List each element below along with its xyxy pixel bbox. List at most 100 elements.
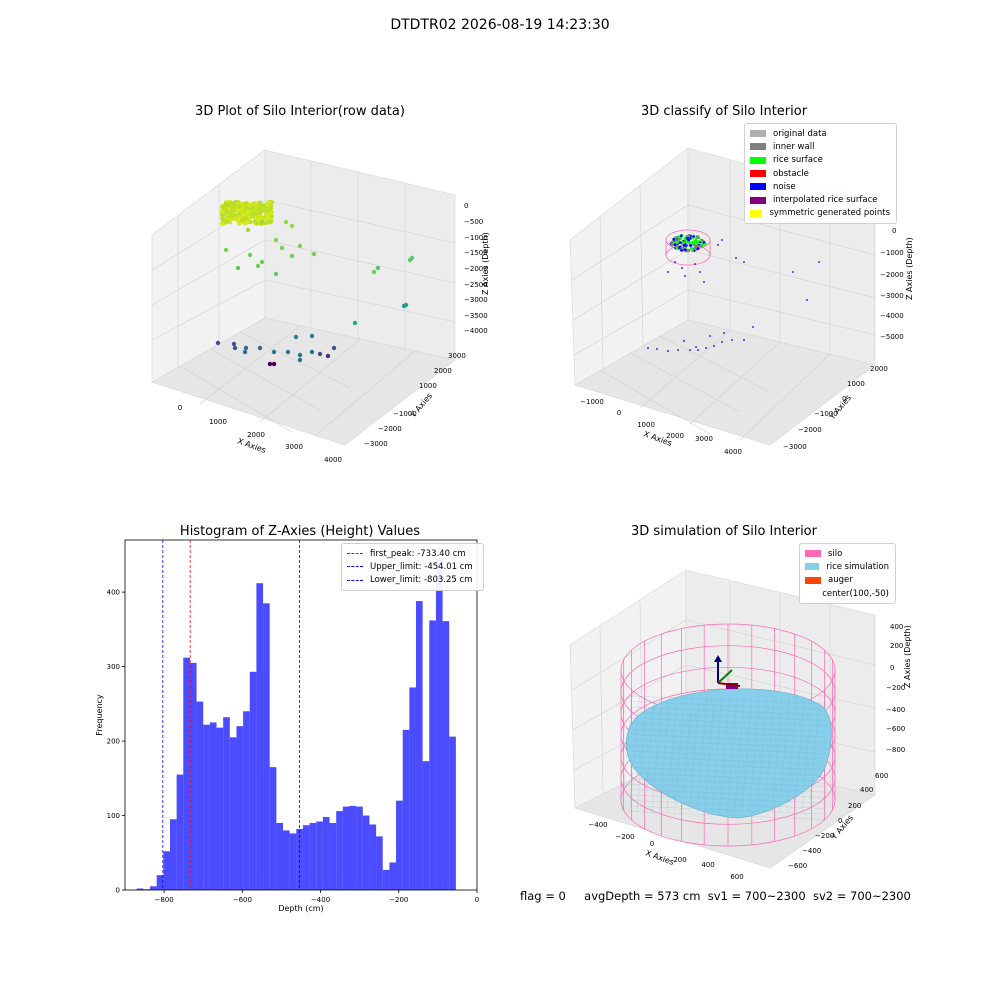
sim-ztick: −200 [886, 684, 905, 692]
histogram-bar [223, 717, 230, 890]
histogram-bar [283, 830, 290, 890]
rice-mesh-line [621, 695, 633, 813]
legend-label: obstacle [773, 168, 809, 179]
noise-point [689, 349, 691, 351]
histogram-bar [209, 722, 217, 890]
sim-ztick: −400 [886, 706, 905, 714]
classify-point [690, 248, 694, 252]
legend-entry-silo: silo [805, 547, 889, 560]
raw-point [297, 352, 303, 358]
legend-swatch [750, 156, 766, 164]
classify-ztick: −1000 [880, 249, 904, 257]
axis-arrow-y [717, 669, 733, 684]
raw-point [279, 245, 285, 251]
legend-swatch [750, 143, 766, 151]
classify-ztick: −2000 [880, 271, 904, 279]
noise-point [743, 261, 745, 263]
rice-mesh-line [629, 811, 826, 820]
histogram-ytick-label: 400 [107, 589, 120, 597]
classify-point [678, 241, 682, 244]
legend-entry-noise: noise [750, 180, 890, 193]
axis-arrow-z-head [714, 655, 722, 662]
rice-mesh-line [629, 794, 826, 804]
raw-point [245, 219, 250, 225]
rice-mesh-line [771, 695, 783, 813]
raw-point [371, 269, 377, 275]
noise-point [818, 261, 820, 263]
rice-mesh-line [719, 695, 730, 813]
legend-dash-blue [347, 566, 363, 568]
raw-point [232, 345, 238, 351]
noise-point [647, 347, 649, 349]
classify-point [688, 241, 692, 245]
raw-ztick: 0 [464, 202, 468, 210]
noise-point [731, 339, 733, 341]
histogram-bar [169, 819, 177, 890]
classify-point [683, 236, 687, 240]
sim-xtick: −400 [588, 821, 607, 829]
classify-point [676, 235, 680, 239]
histogram-chart: −800 −600 −400 −200 0 0 100 200 300 400 Depth (c… [95, 539, 479, 913]
raw-point [258, 210, 263, 216]
histogram-bar [163, 851, 170, 890]
rice-mesh-line [704, 695, 715, 813]
noise-point [697, 349, 699, 351]
simulation-z-label: Z Axies (Depth) [903, 625, 912, 688]
classify-point [698, 244, 702, 248]
avg-depth-status: avgDepth = 573 cm [584, 889, 701, 903]
raw-xtick: 3000 [285, 443, 303, 451]
classify-ytick: 2000 [870, 365, 888, 373]
classify-ztick: −5000 [880, 333, 904, 341]
raw-point [226, 206, 232, 211]
noise-point [721, 341, 723, 343]
raw-point [267, 361, 273, 367]
legend-swatch [805, 550, 821, 558]
classify-point [696, 247, 700, 251]
noise-point [667, 271, 669, 273]
raw-point [228, 210, 233, 215]
legend-label: silo [828, 548, 843, 559]
raw-point [259, 219, 265, 225]
sim-ytick: −400 [802, 847, 821, 855]
simulation-plot-title: 3D simulation of Silo Interior [631, 524, 817, 539]
noise-point [703, 281, 705, 283]
rice-mesh-line [689, 695, 700, 813]
classify-ytick: −3000 [783, 443, 807, 451]
legend-swatch [750, 183, 766, 191]
legend-entry-rice-simulation: rice simulation [805, 560, 889, 573]
histogram-bar [263, 603, 270, 890]
rice-mesh-line [629, 695, 640, 813]
legend-label: original data [773, 128, 827, 139]
legend-swatch [805, 576, 821, 584]
simulation-y-ticks: 600 400 200 0 −200 −400 −600 [788, 772, 888, 870]
raw-x-ticks: 0 1000 2000 3000 4000 [178, 404, 342, 464]
sim-xtick: −200 [615, 833, 634, 841]
histogram-bar [396, 800, 403, 890]
raw-point [375, 265, 381, 271]
raw-point [228, 214, 233, 220]
raw-point [309, 349, 315, 355]
legend-entry-original-data: original data [750, 127, 890, 140]
histogram-bar [276, 822, 284, 890]
raw-point [219, 221, 225, 226]
histogram-xtick-label: −200 [389, 896, 408, 904]
raw-point [246, 214, 252, 220]
histogram-bar [156, 875, 164, 890]
histogram-bar [269, 767, 277, 890]
raw-ytick: 2000 [434, 367, 452, 375]
raw-point [239, 217, 245, 223]
raw-point [259, 259, 265, 265]
histogram-xtick-label: −400 [311, 896, 330, 904]
classify-ztick: −3000 [880, 292, 904, 300]
rice-mesh-line [629, 712, 826, 721]
classify-point [684, 244, 688, 247]
histogram-bar [449, 736, 456, 890]
legend-swatch [805, 590, 815, 597]
raw-point [220, 208, 225, 214]
raw-ztick: −1500 [464, 249, 488, 257]
classify-plot-title: 3D classify of Silo Interior [640, 104, 808, 119]
classify-ytick: −2000 [798, 426, 822, 434]
raw-point [269, 210, 274, 215]
axis-arrow-x [717, 682, 741, 687]
